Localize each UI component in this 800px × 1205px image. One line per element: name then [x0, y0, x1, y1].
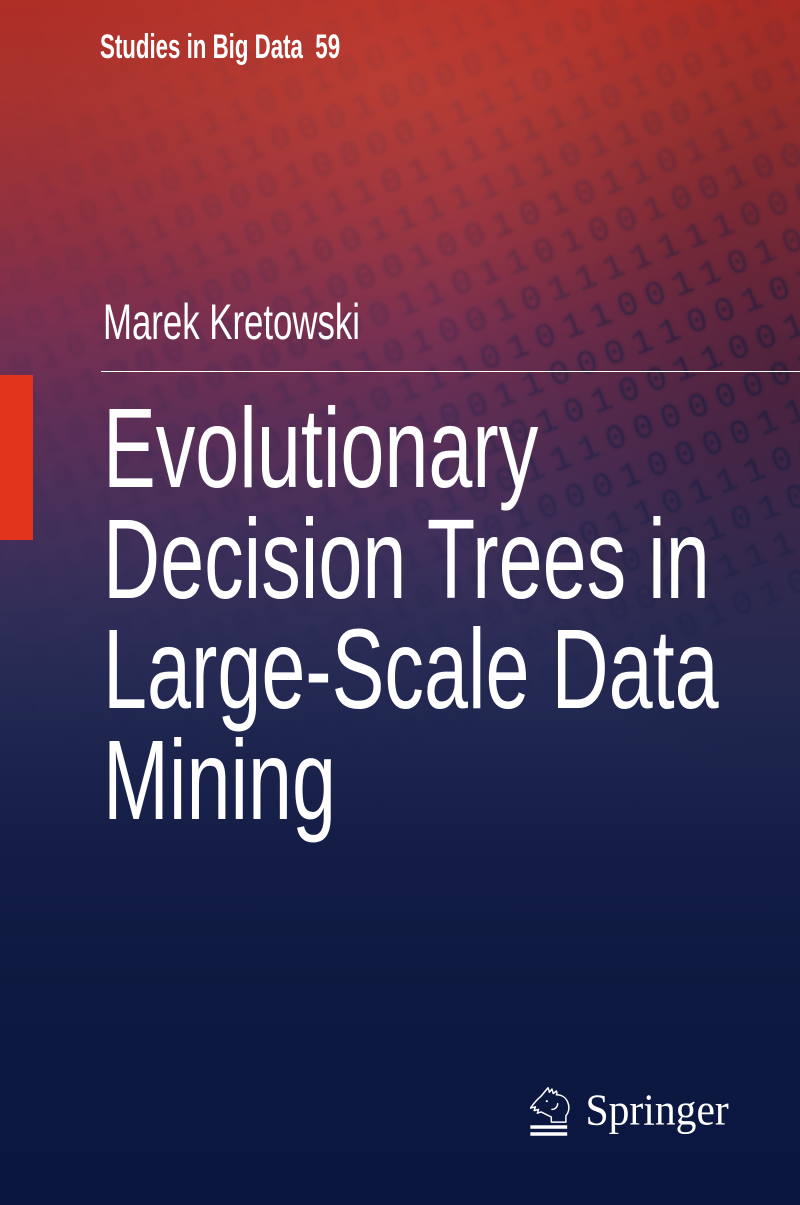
- svg-text:Springer: Springer: [586, 1085, 730, 1135]
